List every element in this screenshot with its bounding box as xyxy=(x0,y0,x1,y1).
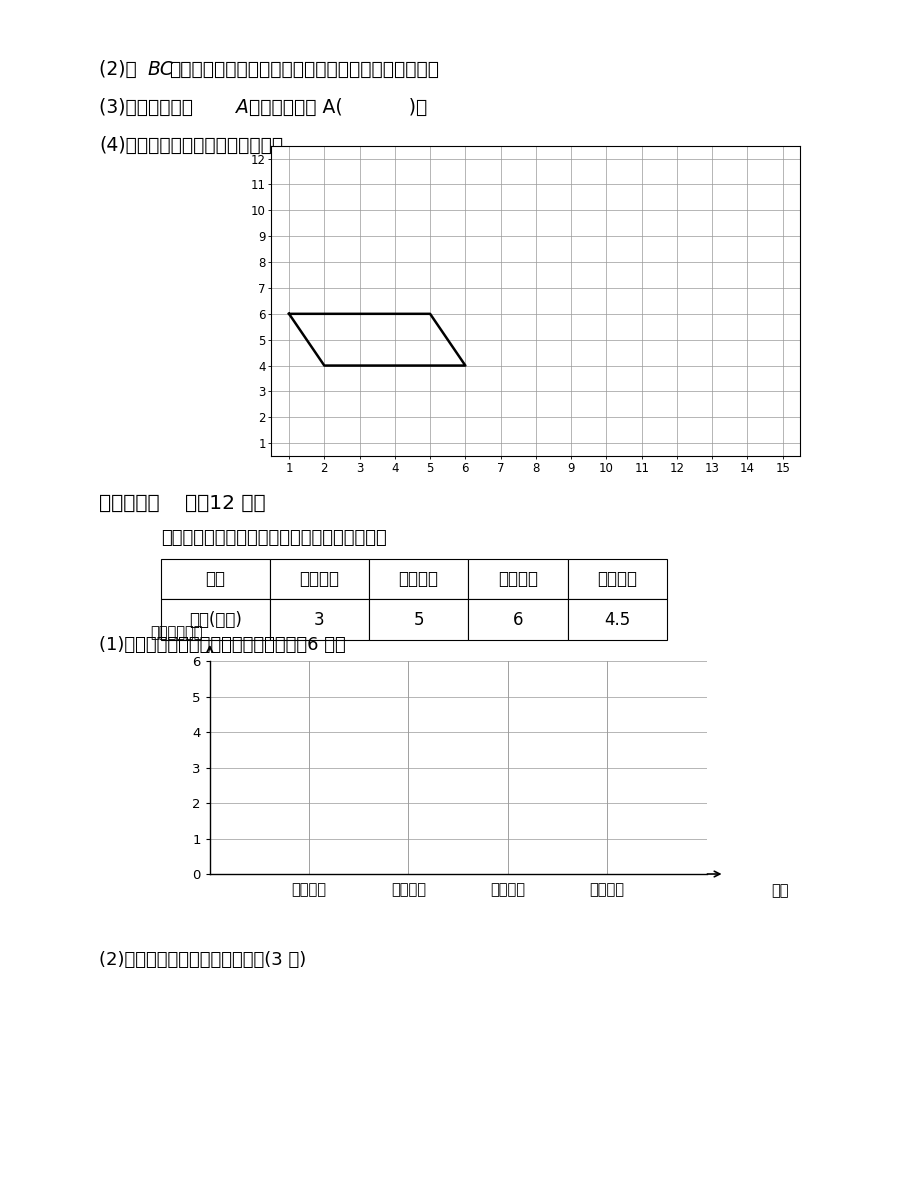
Text: 第二季度: 第二季度 xyxy=(398,570,438,589)
Text: 季度: 季度 xyxy=(205,570,225,589)
Text: (4)画出这个等腰三角形的对称轴。: (4)画出这个等腰三角形的对称轴。 xyxy=(99,136,283,155)
Text: 第三季度: 第三季度 xyxy=(497,570,538,589)
Text: 作为底边画一个和平行四边形面积相等的等腰三角形。: 作为底边画一个和平行四边形面积相等的等腰三角形。 xyxy=(169,60,438,79)
Bar xyxy=(567,559,666,599)
Bar xyxy=(269,599,369,640)
Text: 用数对表示为 A(           )。: 用数对表示为 A( )。 xyxy=(249,98,427,117)
Text: 人数（万人）: 人数（万人） xyxy=(150,626,202,640)
Text: 3: 3 xyxy=(313,610,324,629)
Text: 。（12 分）: 。（12 分） xyxy=(185,494,266,513)
Text: 第四季度: 第四季度 xyxy=(596,570,637,589)
Text: A: A xyxy=(235,98,248,117)
Text: 季度: 季度 xyxy=(770,884,788,899)
Bar xyxy=(567,599,666,640)
Text: 六、统计题: 六、统计题 xyxy=(99,494,160,513)
Text: BC: BC xyxy=(147,60,173,79)
Text: 4.5: 4.5 xyxy=(604,610,630,629)
Text: (2)以: (2)以 xyxy=(99,60,143,79)
Bar xyxy=(369,559,468,599)
Text: 下面是某旅游景点去年接待游客情况的统计图。: 下面是某旅游景点去年接待游客情况的统计图。 xyxy=(161,529,386,548)
Bar xyxy=(369,599,468,640)
Bar xyxy=(468,599,567,640)
Bar xyxy=(161,599,269,640)
Text: 6: 6 xyxy=(512,610,523,629)
Text: 5: 5 xyxy=(413,610,424,629)
Bar xyxy=(161,559,269,599)
Text: 第一季度: 第一季度 xyxy=(299,570,339,589)
Bar xyxy=(468,559,567,599)
Text: (2)平均每月接待游客多少万人？(3 分): (2)平均每月接待游客多少万人？(3 分) xyxy=(99,950,306,970)
Text: (3)三角形的顶点: (3)三角形的顶点 xyxy=(99,98,199,117)
Bar xyxy=(269,559,369,599)
Text: (1)根据表中的数据，完成折线统计图。（6 分）: (1)根据表中的数据，完成折线统计图。（6 分） xyxy=(99,635,346,654)
Text: 人数(万人): 人数(万人) xyxy=(188,610,242,629)
